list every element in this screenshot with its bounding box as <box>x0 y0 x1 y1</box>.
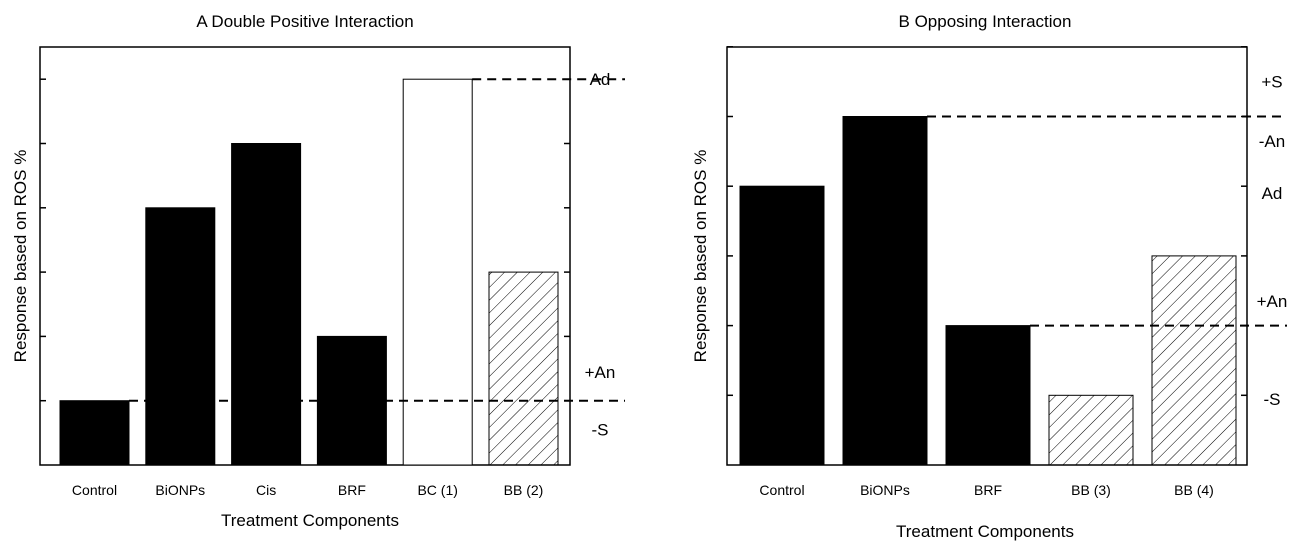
chart-title: A Double Positive Interaction <box>196 12 413 31</box>
region-label: +S <box>1261 73 1282 92</box>
y-axis-title: Response based on ROS % <box>691 150 710 363</box>
region-label: +An <box>1257 292 1288 311</box>
bars <box>59 78 559 466</box>
region-label: -S <box>592 421 609 440</box>
region-label: -An <box>1259 132 1285 151</box>
x-tick-label: Control <box>72 482 117 498</box>
region-label: Ad <box>1262 184 1283 203</box>
bar-bionps <box>842 116 928 466</box>
bar-bionps <box>145 207 216 466</box>
bar-cis <box>231 143 302 466</box>
x-tick-label: BRF <box>338 482 366 498</box>
x-tick-labels: Control BiONPs Cis BRF BC (1) BB (2) <box>72 482 543 498</box>
plot-frame <box>39 46 571 466</box>
region-label: -S <box>1264 390 1281 409</box>
reference-lines <box>927 115 1287 327</box>
panel-a: Control BiONPs Cis BRF BC (1) BB (2) Ad+An-S … <box>11 12 625 530</box>
x-tick-labels: Control BiONPs BRF BB (3) BB (4) <box>759 482 1213 498</box>
chart-title: B Opposing Interaction <box>899 12 1072 31</box>
x-tick-label: BC (1) <box>417 482 457 498</box>
x-tick-label: BiONPs <box>860 482 910 498</box>
bar-brf <box>945 325 1031 466</box>
region-labels: +S -An Ad +An -S <box>1257 73 1288 409</box>
x-tick-label: BB (2) <box>504 482 544 498</box>
region-labels: Ad +An -S <box>585 70 616 439</box>
x-tick-label: BiONPs <box>155 482 205 498</box>
x-tick-label: Control <box>759 482 804 498</box>
x-axis-title: Treatment Components <box>896 522 1074 541</box>
region-label: +An <box>585 363 616 382</box>
x-tick-label: BB (4) <box>1174 482 1214 498</box>
bar-bb-4 <box>1151 255 1237 466</box>
bar-bc-1 <box>402 78 473 466</box>
region-label: Ad <box>590 70 611 89</box>
y-axis-title: Response based on ROS % <box>11 150 30 363</box>
x-tick-label: Cis <box>256 482 276 498</box>
panel-b: Control BiONPs BRF BB (3) BB (4) +S -An Ad +An -… <box>691 12 1287 541</box>
x-axis-title: Treatment Components <box>221 511 399 530</box>
x-tick-label: BB (3) <box>1071 482 1111 498</box>
bar-control <box>59 400 130 466</box>
reference-lines <box>129 78 625 402</box>
bar-bb-3 <box>1048 394 1134 466</box>
bar-control <box>739 185 825 466</box>
bars <box>739 116 1237 466</box>
x-tick-label: BRF <box>974 482 1002 498</box>
bar-bb-2 <box>488 271 559 466</box>
